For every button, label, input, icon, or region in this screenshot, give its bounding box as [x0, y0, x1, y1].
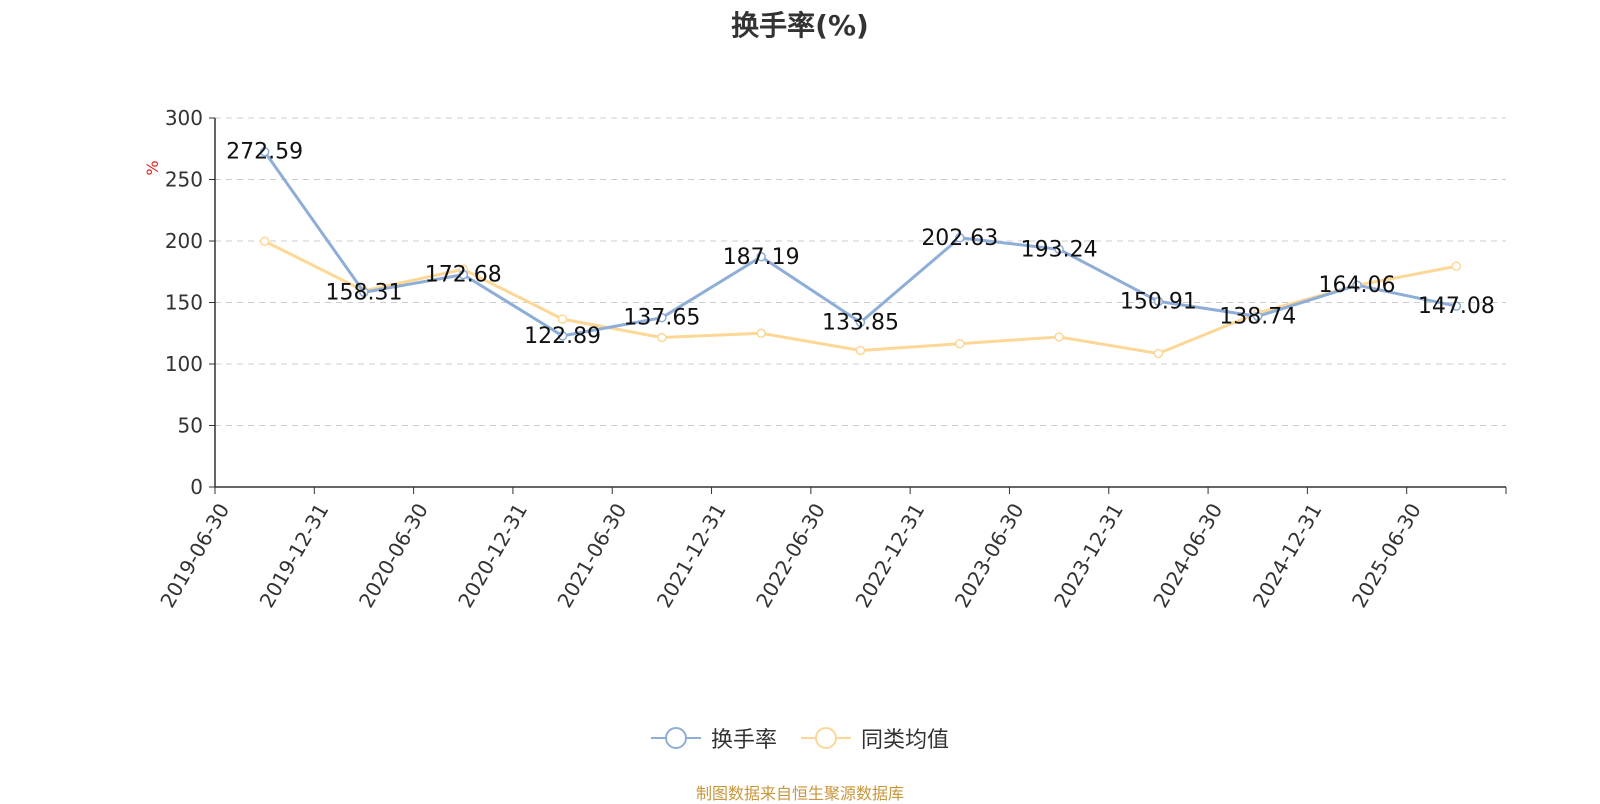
- data-label: 202.63: [921, 226, 998, 251]
- legend-turnover-icon: [650, 727, 701, 749]
- x-tick-label: 2024-12-31: [1248, 499, 1327, 612]
- data-labels: 272.59 158.31 172.68 122.89 137.65 187.19 133.…: [226, 140, 1495, 349]
- data-point-peer-average[interactable]: [259, 236, 270, 246]
- source-note: 制图数据来自恒生聚源数据库: [695, 784, 904, 803]
- data-label: 147.08: [1418, 294, 1495, 319]
- data-label: 272.59: [226, 140, 303, 165]
- data-point-peer-average[interactable]: [1054, 332, 1064, 342]
- data-point-peer-average[interactable]: [955, 338, 965, 349]
- legend-label-turnover: 换手率: [710, 728, 777, 753]
- x-tick-label: 2023-12-31: [1049, 499, 1128, 612]
- data-point-turnover[interactable]: [1252, 311, 1263, 322]
- x-tick-label: 2024-06-30: [1148, 499, 1227, 612]
- data-label: 193.24: [1021, 237, 1098, 262]
- x-tick-label: 2021-06-30: [552, 499, 631, 612]
- data-point-turnover[interactable]: [855, 317, 866, 328]
- data-point-turnover[interactable]: [1153, 296, 1164, 307]
- axes: 0 50 100 150 200 250 300 2019-06-30 2019-12-31 20…: [155, 106, 1507, 612]
- legend-item-turnover[interactable]: 换手率: [650, 722, 777, 754]
- x-tick-label: 2019-06-30: [155, 499, 234, 612]
- x-tick-label: 2021-12-31: [652, 499, 731, 612]
- data-point-turnover[interactable]: [657, 312, 667, 323]
- data-point-peer-average[interactable]: [1451, 261, 1462, 271]
- y-tick-label: 250: [165, 168, 203, 192]
- data-label: 164.06: [1319, 273, 1396, 298]
- legend-item-peer-average[interactable]: 同类均值: [801, 722, 949, 754]
- legend-peer-average-icon: [801, 727, 851, 749]
- x-tick-label: 2022-06-30: [751, 499, 830, 612]
- y-tick-label: 50: [178, 414, 203, 438]
- grid-lines: [215, 117, 1506, 426]
- y-tick-label: 100: [165, 352, 203, 376]
- x-tick-label: 2025-06-30: [1347, 499, 1426, 612]
- x-tick-label: 2023-06-30: [950, 499, 1029, 612]
- x-tick-label: 2020-06-30: [354, 499, 433, 612]
- data-point-peer-average[interactable]: [756, 328, 766, 338]
- data-point-peer-average[interactable]: [557, 314, 568, 324]
- data-point-turnover[interactable]: [955, 233, 965, 243]
- x-tick-label: 2020-12-31: [453, 499, 532, 612]
- data-point-turnover[interactable]: [557, 331, 568, 341]
- legend-label-peer-average: 同类均值: [861, 728, 950, 753]
- series-lines: [259, 146, 1462, 359]
- data-point-turnover[interactable]: [1054, 244, 1064, 255]
- data-label: 158.31: [325, 280, 402, 305]
- y-tick-label: 200: [165, 229, 203, 253]
- data-label: 122.89: [524, 324, 601, 349]
- series-line-peer-average: [263, 239, 1457, 356]
- y-tick-label: 0: [190, 475, 203, 499]
- data-label: 172.68: [425, 263, 502, 288]
- data-label: 150.91: [1120, 289, 1197, 314]
- legend: 换手率 同类均值: [0, 722, 1600, 754]
- data-label: 133.85: [822, 310, 899, 335]
- data-point-turnover[interactable]: [458, 269, 469, 280]
- y-tick-label: 150: [165, 291, 203, 315]
- data-point-turnover[interactable]: [1352, 280, 1362, 290]
- data-point-peer-average[interactable]: [855, 345, 866, 356]
- data-point-peer-average[interactable]: [657, 332, 667, 343]
- data-point-turnover[interactable]: [259, 146, 270, 157]
- data-point-turnover[interactable]: [756, 252, 766, 262]
- data-label: 187.19: [723, 245, 800, 270]
- data-point-peer-average[interactable]: [1153, 348, 1164, 359]
- x-tick-label: 2019-12-31: [255, 499, 334, 612]
- data-point-turnover[interactable]: [359, 287, 369, 298]
- y-axis-unit-label: %: [143, 160, 162, 175]
- data-point-turnover[interactable]: [1451, 301, 1462, 311]
- data-label: 137.65: [623, 306, 700, 331]
- y-tick-label: 300: [165, 106, 203, 130]
- data-label: 138.74: [1219, 304, 1296, 329]
- chart-title: 换手率(%): [731, 9, 869, 42]
- x-tick-label: 2022-12-31: [850, 499, 929, 612]
